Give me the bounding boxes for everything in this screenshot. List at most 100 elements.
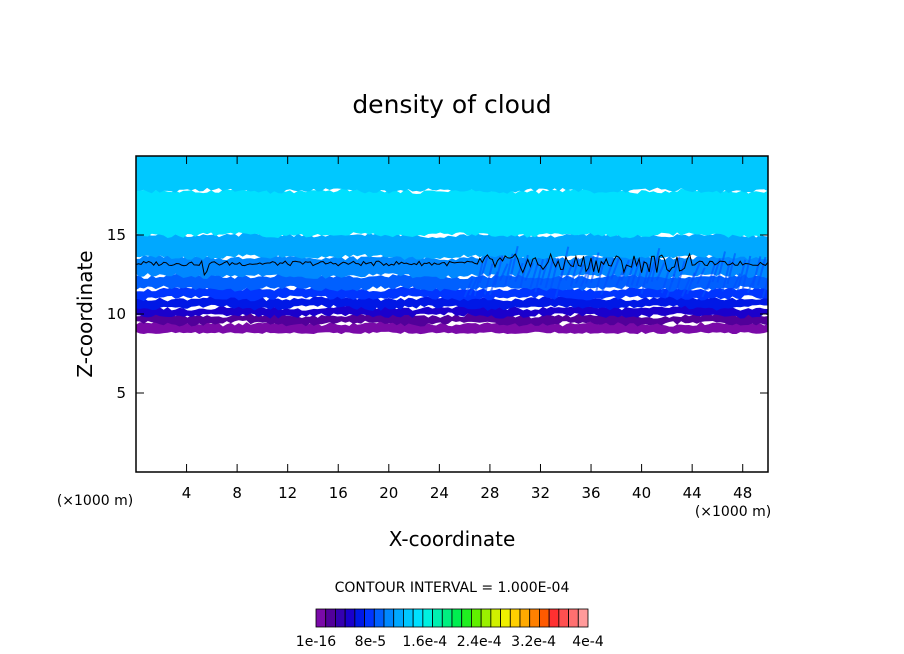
- colorbar-label: 2.4e-4: [457, 634, 502, 650]
- colorbar-swatch: [422, 608, 433, 628]
- x-tick-label: 28: [480, 484, 499, 502]
- striation-mark: [610, 257, 620, 280]
- striation-mark: [615, 269, 625, 287]
- striation-mark: [635, 260, 646, 287]
- x-axis-ticks: 4 8 12 16 20 24 28 32 36 40 44 48: [182, 156, 752, 502]
- x-tick-label: 48: [733, 484, 752, 502]
- density-layer: [136, 304, 768, 319]
- colorbar-swatch: [577, 608, 589, 628]
- colorbar-swatch: [432, 608, 443, 628]
- colorbar-swatch: [558, 608, 569, 628]
- colorbar-swatch: [500, 608, 511, 628]
- colorbar-swatch: [461, 608, 472, 628]
- y-tick-label: 10: [107, 305, 126, 323]
- density-layer: [136, 273, 768, 292]
- striation-mark: [630, 261, 641, 286]
- colorbar-swatch: [441, 608, 453, 628]
- colorbar-swatch: [325, 608, 336, 628]
- x-tick-label: 20: [379, 484, 398, 502]
- striation-mark: [670, 256, 681, 283]
- density-layer: [136, 295, 768, 311]
- colorbar-swatch: [412, 608, 424, 628]
- colorbar-swatch: [471, 608, 482, 628]
- striation-mark: [499, 263, 509, 281]
- colorbar-label: 8e-5: [355, 634, 386, 650]
- striation-mark: [494, 255, 504, 286]
- striation-mark: [660, 268, 671, 294]
- x-unit-label: (×1000 m): [695, 504, 771, 520]
- striation-mark: [519, 254, 529, 289]
- striation-mark: [524, 262, 534, 282]
- striation-mark: [625, 261, 635, 288]
- striation-mark: [681, 278, 691, 297]
- striation-mark: [478, 256, 489, 284]
- colorbar-swatch: [335, 608, 346, 628]
- striation-mark: [655, 262, 666, 281]
- colorbar-label: 1.6e-4: [402, 634, 447, 650]
- plot-area: [136, 156, 768, 335]
- striation-mark: [514, 262, 524, 283]
- colorbar-label: 4e-4: [572, 634, 604, 650]
- striation-mark: [731, 273, 742, 291]
- colorbar-swatch: [354, 608, 365, 628]
- striation-mark: [564, 260, 575, 281]
- striation-mark: [529, 262, 539, 289]
- striation-mark: [676, 260, 686, 290]
- colorbar-swatch: [519, 608, 531, 628]
- striation-mark: [716, 251, 726, 283]
- density-layer: [136, 312, 768, 327]
- striation-mark: [488, 271, 499, 295]
- y-axis-ticks: 5 10 15: [107, 226, 768, 402]
- x-tick-label: 4: [182, 484, 192, 502]
- striation-mark: [539, 258, 550, 286]
- striation-mark: [544, 258, 555, 289]
- colorbar-label: 1e-16: [296, 634, 336, 650]
- colorbar-swatch: [383, 608, 395, 628]
- colorbar-swatch: [373, 608, 385, 628]
- density-layer: [136, 285, 768, 302]
- x-axis-title: X-coordinate: [389, 527, 516, 551]
- density-layer: [136, 187, 768, 239]
- colorbar-swatch: [403, 608, 414, 628]
- striation-mark: [483, 263, 494, 295]
- colorbar-swatch: [509, 608, 521, 628]
- striation-mark: [761, 274, 768, 298]
- chart-title: density of cloud: [352, 90, 551, 119]
- colorbar-swatch: [529, 608, 540, 628]
- striation-mark: [706, 262, 716, 291]
- colorbar: [315, 608, 589, 628]
- colorbar-swatch: [451, 608, 463, 628]
- colorbar-swatch: [548, 608, 560, 628]
- striation-mark: [595, 261, 605, 293]
- y-tick-label: 5: [116, 384, 126, 402]
- striation-mark: [574, 264, 585, 284]
- density-layer: [136, 232, 768, 261]
- colorbar-labels: 1e-16 8e-5 1.6e-4 2.4e-4 3.2e-4 4e-4: [296, 634, 604, 650]
- striation-mark: [756, 256, 767, 286]
- colorbar-swatch: [393, 608, 404, 628]
- x-tick-label: 44: [683, 484, 702, 502]
- x-tick-label: 40: [632, 484, 651, 502]
- y-tick-label: 15: [107, 226, 126, 244]
- density-layers: [136, 156, 768, 335]
- colorbar-swatch: [539, 608, 550, 628]
- contour-interval-label: CONTOUR INTERVAL = 1.000E-04: [335, 580, 570, 596]
- density-layer: [136, 156, 768, 194]
- density-layer: [136, 254, 768, 279]
- striation-mark: [463, 278, 474, 298]
- striation-mark: [696, 267, 706, 285]
- colorbar-swatch: [490, 608, 501, 628]
- colorbar-swatch: [364, 608, 375, 628]
- striation-mark: [645, 262, 656, 284]
- striation-mark: [691, 262, 701, 282]
- striation-mark: [751, 256, 762, 287]
- striation-mark: [468, 277, 479, 296]
- colorbar-swatch: [480, 608, 492, 628]
- striation-mark: [509, 245, 519, 280]
- colorbar-swatch: [315, 608, 327, 628]
- wave-striations: [463, 245, 768, 298]
- x-tick-label: 32: [531, 484, 550, 502]
- colorbar-label: 3.2e-4: [511, 634, 556, 650]
- striation-mark: [504, 253, 514, 286]
